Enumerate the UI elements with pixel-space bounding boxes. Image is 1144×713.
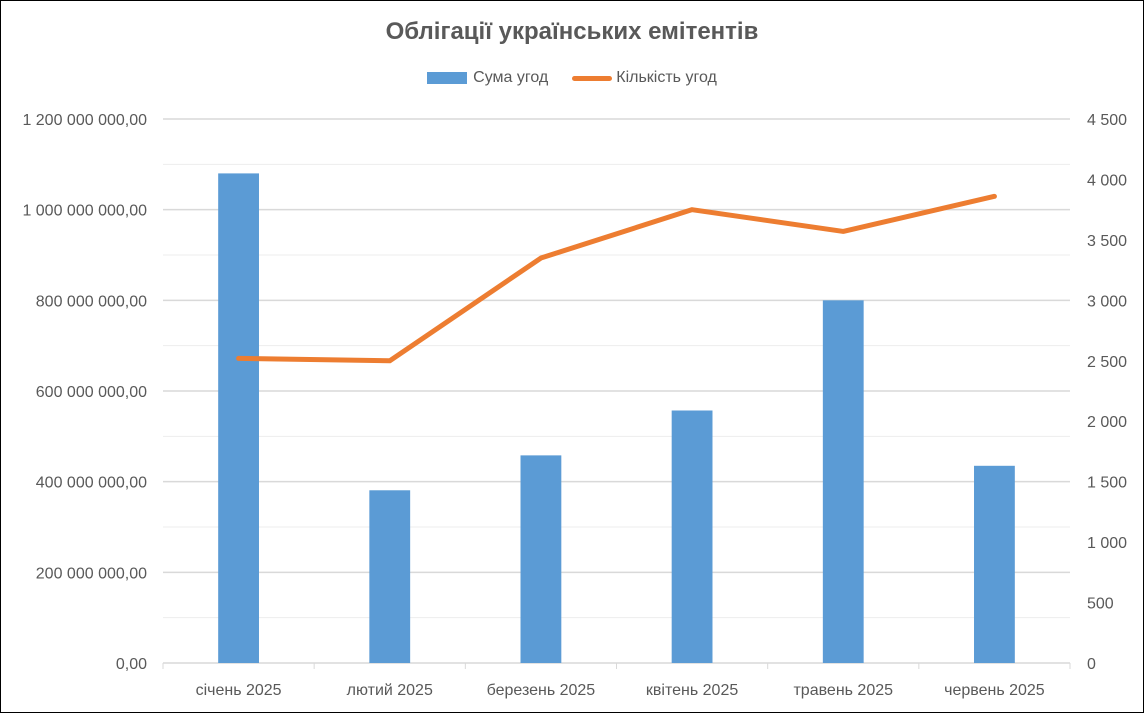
y-right-tick-label: 1 500 [1087, 475, 1127, 492]
y-right-tick-label: 500 [1087, 596, 1114, 613]
x-tick-label: квітень 2025 [646, 682, 738, 699]
legend-swatch-count [572, 75, 613, 81]
legend-label-count: Кількість угод [616, 69, 717, 86]
y-right-tick-label: 4 500 [1087, 112, 1127, 129]
bar-sum-6 [974, 465, 1015, 663]
y-right-tick-label: 1 000 [1087, 535, 1127, 552]
chart-legend: Сума угод Кількість угод [1, 69, 1143, 87]
y-left-tick-label: 1 000 000 000,00 [22, 203, 147, 220]
chart-title: Облігації українських емітентів [385, 18, 759, 45]
legend-swatch-sum [427, 72, 468, 84]
legend-item-count: Кількість угод [572, 69, 717, 87]
y-right-tick-label: 4 000 [1087, 172, 1127, 189]
x-tick-label: лютий 2025 [347, 682, 433, 699]
y-left-tick-label: 1 200 000 000,00 [22, 112, 147, 129]
y-right-tick-label: 2 500 [1087, 354, 1127, 371]
x-tick-label: березень 2025 [487, 682, 596, 699]
bar-sum-4 [671, 410, 713, 663]
y-left-tick-label: 800 000 000,00 [36, 293, 147, 310]
y-left-tick-label: 200 000 000,00 [36, 565, 147, 582]
y-right-tick-label: 2 000 [1087, 414, 1127, 431]
y-left-tick-label: 0,00 [116, 656, 147, 673]
y-right-tick-label: 3 000 [1087, 293, 1127, 310]
legend-label-sum: Сума угод [473, 69, 549, 86]
y-left-tick-label: 600 000 000,00 [36, 384, 147, 401]
bar-sum-5 [822, 300, 864, 663]
y-right-tick-label: 0 [1087, 656, 1096, 673]
bar-sum-3 [520, 455, 562, 663]
legend-item-sum: Сума угод [427, 69, 548, 87]
x-tick-label: січень 2025 [196, 682, 282, 699]
x-tick-label: червень 2025 [944, 682, 1045, 699]
bar-sum-2 [369, 490, 411, 663]
bar-sum-1 [218, 173, 259, 663]
x-tick-label: травень 2025 [793, 682, 893, 699]
line-count-series [236, 193, 997, 364]
y-left-tick-label: 400 000 000,00 [36, 475, 147, 492]
y-right-tick-label: 3 500 [1087, 233, 1127, 250]
